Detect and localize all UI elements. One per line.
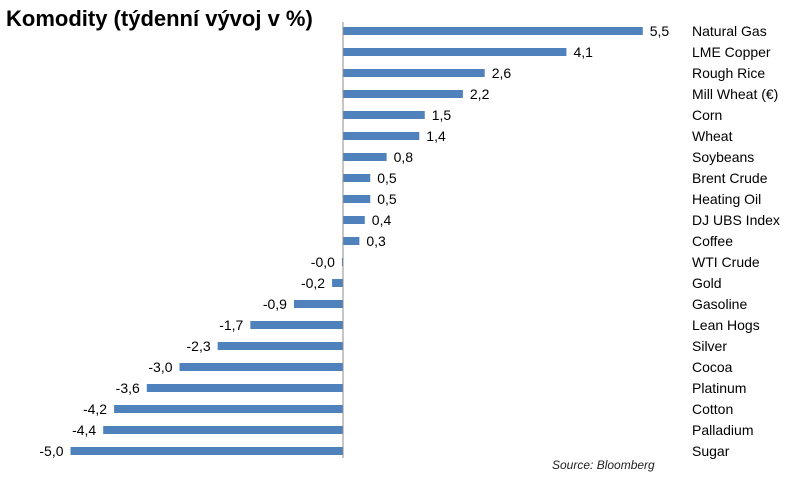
value-label-rough-rice: 2,6 (492, 65, 512, 81)
value-label-sugar: -5,0 (39, 443, 63, 459)
value-label-lme-copper: 4,1 (573, 44, 593, 60)
value-label-heating-oil: 0,5 (377, 191, 397, 207)
bar-corn (343, 111, 425, 119)
category-label-dj-ubs-index: DJ UBS Index (692, 212, 780, 228)
category-label-mill-wheat: Mill Wheat (€) (692, 86, 778, 102)
bar-brent-crude (343, 174, 371, 182)
value-labels-layer: 5,5 4,1 2,62,2 1,5 1,4 0,8 0,5 0,5 0,4 0,3 -0,0 -0,… (39, 23, 669, 459)
bar-wti-crude (341, 258, 343, 266)
value-label-cotton: -4,2 (83, 401, 107, 417)
category-label-soybeans: Soybeans (692, 149, 754, 165)
value-label-brent-crude: 0,5 (377, 170, 397, 186)
bar-palladium (103, 426, 343, 434)
bar-dj-ubs-index (343, 216, 365, 224)
category-label-platinum: Platinum (692, 380, 746, 396)
category-label-lme-copper: LME Copper (692, 44, 771, 60)
value-label-mill-wheat: 2,2 (470, 86, 490, 102)
bar-soybeans (343, 153, 387, 161)
bar-platinum (146, 384, 343, 392)
value-label-cocoa: -3,0 (148, 359, 172, 375)
bar-gasoline (293, 300, 343, 308)
bar-lean-hogs (250, 321, 343, 329)
category-label-palladium: Palladium (692, 422, 753, 438)
category-label-gasoline: Gasoline (692, 296, 747, 312)
bar-cocoa (179, 363, 343, 371)
bar-silver (217, 342, 343, 350)
category-label-rough-rice: Rough Rice (692, 65, 765, 81)
value-label-natural-gas: 5,5 (650, 23, 670, 39)
value-label-gasoline: -0,9 (263, 296, 287, 312)
category-label-brent-crude: Brent Crude (692, 170, 768, 186)
category-label-cocoa: Cocoa (692, 359, 733, 375)
category-label-heating-oil: Heating Oil (692, 191, 761, 207)
category-label-natural-gas: Natural Gas (692, 23, 767, 39)
value-label-corn: 1,5 (432, 107, 452, 123)
value-label-silver: -2,3 (187, 338, 211, 354)
category-label-cotton: Cotton (692, 401, 733, 417)
bar-coffee (343, 237, 360, 245)
value-label-coffee: 0,3 (366, 233, 386, 249)
bar-natural-gas (343, 27, 643, 35)
value-label-dj-ubs-index: 0,4 (372, 212, 392, 228)
category-label-wti-crude: WTI Crude (692, 254, 760, 270)
category-label-coffee: Coffee (692, 233, 733, 249)
value-label-gold: -0,2 (301, 275, 325, 291)
category-label-lean-hogs: Lean Hogs (692, 317, 760, 333)
chart-title: Komodity (týdenní vývoj v %) (6, 6, 313, 31)
category-label-corn: Corn (692, 107, 722, 123)
bar-rough-rice (343, 69, 485, 77)
bars-layer (70, 27, 643, 455)
bar-gold (332, 279, 343, 287)
value-label-soybeans: 0,8 (394, 149, 414, 165)
bar-mill-wheat (343, 90, 463, 98)
category-label-gold: Gold (692, 275, 722, 291)
category-labels-layer: Natural Gas LME Copper Rough Rice Mill Whea… (692, 23, 780, 459)
category-label-wheat: Wheat (692, 128, 733, 144)
bar-cotton (114, 405, 343, 413)
value-label-wheat: 1,4 (426, 128, 446, 144)
source-note: Source: Bloomberg (552, 458, 655, 472)
value-label-platinum: -3,6 (116, 380, 140, 396)
bar-sugar (70, 447, 343, 455)
bar-heating-oil (343, 195, 371, 203)
bar-lme-copper (343, 48, 567, 56)
value-label-palladium: -4,4 (72, 422, 96, 438)
bar-wheat (343, 132, 420, 140)
category-label-silver: Silver (692, 338, 727, 354)
value-label-lean-hogs: -1,7 (219, 317, 243, 333)
value-label-wti-crude: -0,0 (311, 254, 335, 270)
category-label-sugar: Sugar (692, 443, 730, 459)
